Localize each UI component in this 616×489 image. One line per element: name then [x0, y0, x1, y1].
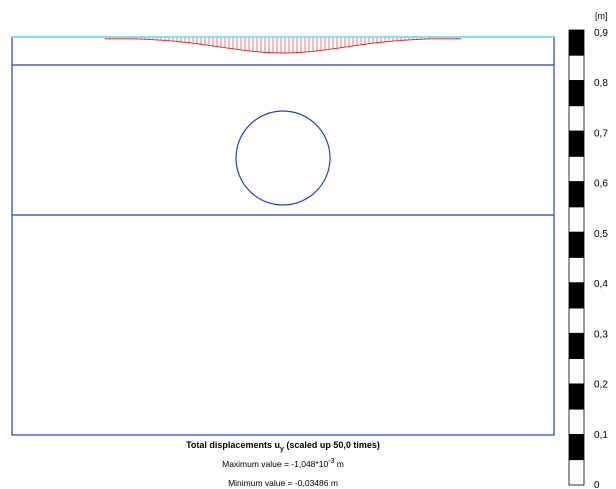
maximum-value-label: Maximum value = -1,048*10-3 m: [222, 458, 344, 469]
scale-segment: [568, 257, 585, 284]
scale-segment: [568, 130, 585, 157]
scale-segment: [568, 155, 585, 183]
displacement-scale: [568, 29, 585, 486]
tunnel-lining: [235, 110, 331, 206]
scale-tick-label: 0,7: [594, 128, 608, 139]
scale-tick-label: 0: [594, 480, 600, 489]
scale-tick-label: 0,5: [594, 229, 608, 240]
scale-tick-label: 0,1: [594, 430, 608, 441]
scale-segment: [568, 54, 585, 81]
scale-tick-label: 0,6: [594, 179, 608, 190]
scale-segment: [568, 358, 585, 385]
displacement-arrows: [104, 38, 462, 53]
scale-segment: [568, 408, 585, 435]
scale-segment: [568, 332, 585, 360]
settlement-curve: [105, 38, 461, 54]
scale-tick-label: 0,2: [594, 380, 608, 391]
scale-segment: [568, 282, 585, 309]
scale-segment: [568, 105, 585, 132]
minimum-value-label: Minimum value = -0,03486 m: [228, 478, 338, 488]
plot-title: Total displacements uy (scaled up 50,0 t…: [186, 440, 380, 453]
scale-segment: [568, 383, 585, 410]
scale-tick-label: 0,9: [594, 28, 608, 39]
scale-segment: [568, 307, 585, 334]
scale-segment: [568, 231, 585, 258]
scale-labels: 0,9 0,8 0,7 0,6 0,5 0,4 0,3 0,2 0,1 0: [594, 28, 608, 489]
scale-tick-label: 0,4: [594, 279, 608, 290]
scale-tick-label: 0,8: [594, 78, 608, 89]
scale-unit-label: [m]: [595, 11, 608, 21]
scale-tick-label: 0,3: [594, 329, 608, 340]
scale-segment: [568, 434, 585, 461]
scale-segment: [568, 80, 585, 107]
scale-segment: [568, 206, 585, 233]
model-boundary: [11, 36, 555, 436]
scale-segment: [568, 29, 585, 56]
scale-segment: [568, 459, 585, 486]
scale-segment: [568, 181, 585, 208]
